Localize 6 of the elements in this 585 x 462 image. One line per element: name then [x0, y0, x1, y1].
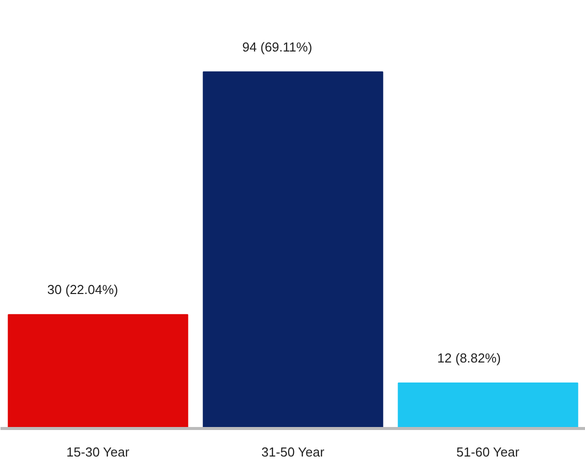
data-label: 12 (8.82%) — [437, 350, 501, 366]
x-tick-label: 51-60 Year — [456, 444, 520, 460]
data-label: 30 (22.04%) — [47, 282, 118, 298]
x-tick-label: 31-50 Year — [261, 444, 325, 460]
x-tick-label: 15-30 Year — [66, 444, 130, 460]
data-label: 94 (69.11%) — [242, 39, 312, 54]
